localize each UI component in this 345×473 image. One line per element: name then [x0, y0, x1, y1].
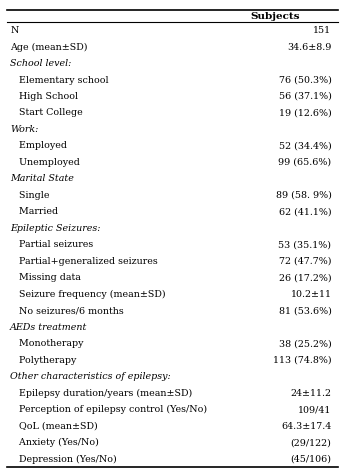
Text: 89 (58. 9%): 89 (58. 9%) [276, 191, 332, 200]
Text: 53 (35.1%): 53 (35.1%) [278, 240, 332, 249]
Text: 52 (34.4%): 52 (34.4%) [279, 141, 332, 150]
Text: 99 (65.6%): 99 (65.6%) [278, 158, 332, 167]
Text: Married: Married [10, 207, 58, 216]
Text: High School: High School [10, 92, 78, 101]
Text: 109/41: 109/41 [298, 405, 332, 414]
Text: N: N [10, 26, 19, 35]
Text: Start College: Start College [10, 108, 83, 117]
Text: Perception of epilepsy control (Yes/No): Perception of epilepsy control (Yes/No) [10, 405, 207, 414]
Text: Work:: Work: [10, 125, 39, 134]
Text: 19 (12.6%): 19 (12.6%) [279, 108, 332, 117]
Text: Monotherapy: Monotherapy [10, 339, 84, 348]
Text: 10.2±11: 10.2±11 [290, 290, 332, 299]
Text: Employed: Employed [10, 141, 67, 150]
Text: Epilepsy duration/years (mean±SD): Epilepsy duration/years (mean±SD) [10, 389, 193, 398]
Text: No seizures/6 months: No seizures/6 months [10, 307, 124, 315]
Text: 56 (37.1%): 56 (37.1%) [279, 92, 332, 101]
Text: Other characteristics of epilepsy:: Other characteristics of epilepsy: [10, 372, 171, 381]
Text: Polytherapy: Polytherapy [10, 356, 77, 365]
Text: Age (mean±SD): Age (mean±SD) [10, 43, 88, 52]
Text: (29/122): (29/122) [290, 438, 332, 447]
Text: 72 (47.7%): 72 (47.7%) [279, 257, 332, 266]
Text: 81 (53.6%): 81 (53.6%) [279, 307, 332, 315]
Text: Anxiety (Yes/No): Anxiety (Yes/No) [10, 438, 99, 447]
Text: QoL (mean±SD): QoL (mean±SD) [10, 421, 98, 430]
Text: AEDs treatment: AEDs treatment [10, 323, 88, 332]
Text: Missing data: Missing data [10, 273, 81, 282]
Text: 26 (17.2%): 26 (17.2%) [279, 273, 332, 282]
Text: Elementary school: Elementary school [10, 76, 109, 85]
Text: Unemployed: Unemployed [10, 158, 80, 167]
Text: Single: Single [10, 191, 50, 200]
Text: School level:: School level: [10, 59, 71, 68]
Text: Marital State: Marital State [10, 175, 74, 184]
Text: 38 (25.2%): 38 (25.2%) [279, 339, 332, 348]
Text: (45/106): (45/106) [290, 455, 332, 464]
Text: 34.6±8.9: 34.6±8.9 [287, 43, 332, 52]
Text: Partial seizures: Partial seizures [10, 240, 93, 249]
Text: Subjects: Subjects [250, 12, 300, 21]
Text: Depression (Yes/No): Depression (Yes/No) [10, 455, 117, 464]
Text: 62 (41.1%): 62 (41.1%) [279, 207, 332, 216]
Text: Epileptic Seizures:: Epileptic Seizures: [10, 224, 101, 233]
Text: Seizure frequency (mean±SD): Seizure frequency (mean±SD) [10, 290, 166, 299]
Text: 64.3±17.4: 64.3±17.4 [281, 421, 332, 430]
Text: 76 (50.3%): 76 (50.3%) [279, 76, 332, 85]
Text: 113 (74.8%): 113 (74.8%) [273, 356, 332, 365]
Text: Partial+generalized seizures: Partial+generalized seizures [10, 257, 158, 266]
Text: 151: 151 [313, 26, 332, 35]
Text: 24±11.2: 24±11.2 [290, 389, 332, 398]
